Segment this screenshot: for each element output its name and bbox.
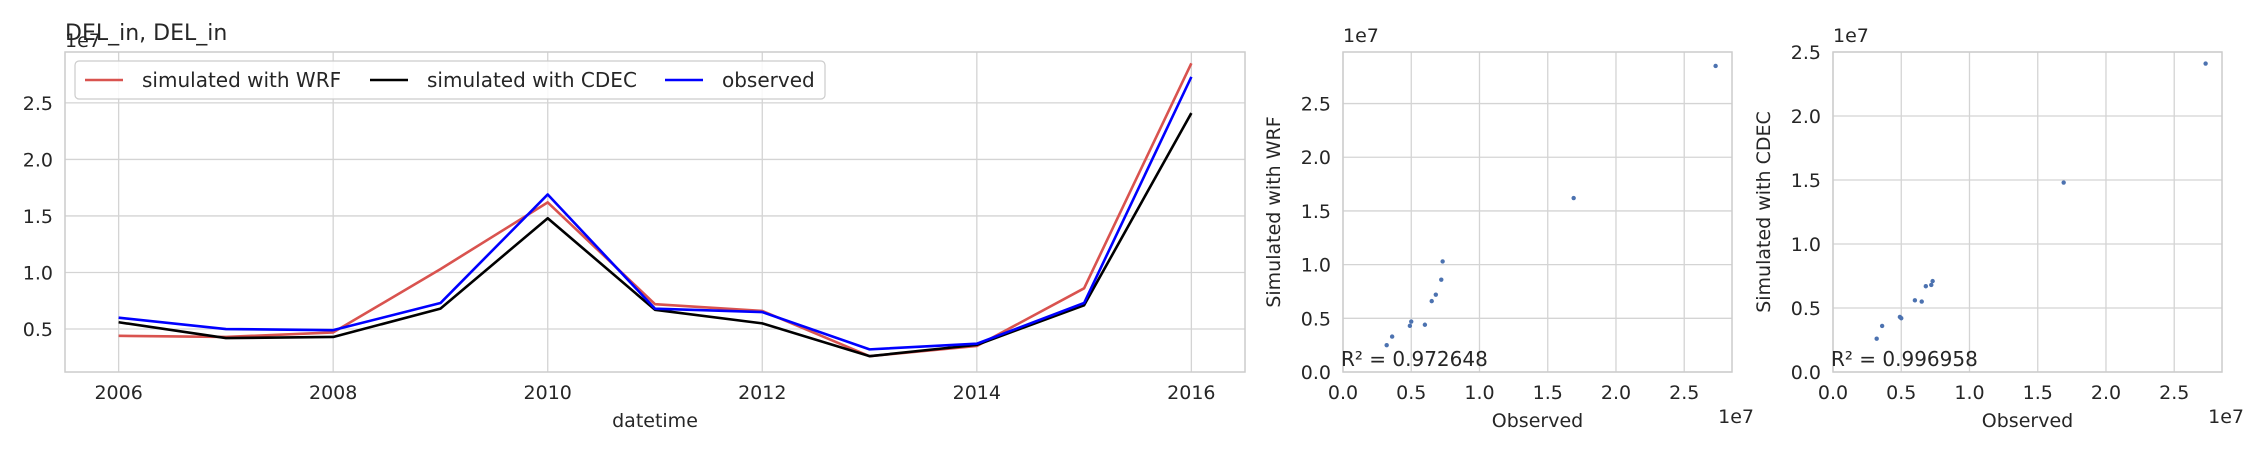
legend-label-wrf: simulated with WRF	[142, 68, 341, 92]
sc2-x-tick-label: 1.5	[2023, 382, 2053, 404]
scatter-wrf-r2-annotation: R² = 0.972648	[1341, 347, 1488, 371]
sc1-y-tick-label: 2.5	[1301, 94, 1331, 116]
sc2-y-tick-label: 1.5	[1791, 170, 1821, 192]
line-chart-x-tick-label: 2012	[738, 382, 786, 404]
legend-label-cdec: simulated with CDEC	[427, 68, 637, 92]
sc1-point	[1389, 334, 1395, 339]
scatter-cdec-grid	[1832, 51, 2222, 373]
scatter-cdec-x-offset-label: 1e7	[2208, 406, 2244, 428]
line-chart-series	[118, 62, 1193, 358]
sc1-x-tick-label: 2.5	[1669, 382, 1699, 404]
sc1-point	[1422, 322, 1428, 327]
scatter-wrf-y-offset-label: 1e7	[1343, 25, 1379, 47]
sc1-y-tick-label: 0.5	[1301, 308, 1331, 330]
scatter-cdec-points	[1874, 61, 2208, 341]
sc1-point	[1440, 259, 1445, 264]
sc2-point	[1923, 284, 1929, 289]
sc2-y-tick-label: 2.0	[1791, 106, 1821, 128]
sc1-y-tick-label: 0.0	[1301, 362, 1331, 384]
sc2-x-tick-label: 0.0	[1818, 382, 1848, 404]
scatter-cdec-panel: 0.0 0.5 1.0 1.5 2.0 2.5 0.0 0.5 1.0 1.5 2.0 2.5 1e7…	[1753, 25, 2244, 432]
scatter-cdec-r2-annotation: R² = 0.996958	[1831, 347, 1978, 371]
sc1-point	[1384, 342, 1389, 348]
sc1-point	[1433, 292, 1439, 297]
sc1-x-tick-label: 1.5	[1533, 382, 1563, 404]
line-chart-y-tick-label: 1.0	[23, 262, 53, 284]
scatter-wrf-frame	[1342, 51, 1733, 373]
line-chart-x-tick-label: 2016	[1167, 382, 1215, 404]
line-chart-y-tick-label: 0.5	[23, 319, 53, 341]
sc2-point	[1899, 316, 1904, 321]
line-chart-legend: simulated with WRF simulated with CDEC obs…	[74, 60, 826, 100]
sc1-point	[1713, 63, 1718, 69]
scatter-wrf-points	[1384, 63, 1718, 348]
sc1-x-tick-label: 0.5	[1396, 382, 1426, 404]
sc2-point	[1930, 278, 1935, 284]
sc1-y-tick-label: 1.5	[1301, 201, 1331, 223]
scatter-wrf-y-axis-label: Simulated with WRF	[1263, 116, 1285, 307]
scatter-wrf-ticks: 0.0 0.5 1.0 1.5 2.0 2.5 0.0 0.5 1.0 1.5 2.0 2.5	[1301, 94, 1700, 404]
sc2-y-tick-label: 0.0	[1791, 362, 1821, 384]
sc1-point	[1429, 298, 1434, 304]
line-series-wrf	[118, 62, 1193, 358]
scatter-cdec-x-axis-label: Observed	[1982, 410, 2073, 432]
sc2-x-tick-label: 2.5	[2159, 382, 2189, 404]
line-chart-x-tick-label: 2006	[94, 382, 142, 404]
sc2-y-tick-label: 2.5	[1791, 42, 1821, 64]
line-series-cdec	[118, 112, 1193, 358]
line-chart-x-axis-label: datetime	[612, 410, 698, 432]
sc2-x-tick-label: 0.5	[1886, 382, 1916, 404]
sc1-y-tick-label: 2.0	[1301, 147, 1331, 169]
scatter-wrf-grid	[1342, 52, 1732, 373]
line-chart-x-tick-label: 2010	[524, 382, 572, 404]
scatter-cdec-frame	[1832, 51, 2223, 373]
sc2-point	[1874, 336, 1879, 341]
line-chart-y-tick-label: 2.5	[23, 93, 53, 115]
sc2-point	[2061, 180, 2066, 185]
sc2-x-tick-label: 2.0	[2091, 382, 2121, 404]
line-chart-ticks: 2006 2008 2010 2012 2014 2016 0.5 1.0 1.5 2.0 2.5	[23, 93, 1216, 404]
scatter-cdec-ticks: 0.0 0.5 1.0 1.5 2.0 2.5 0.0 0.5 1.0 1.5 2.0 2.5	[1791, 42, 2190, 404]
scatter-wrf-x-axis-label: Observed	[1492, 410, 1583, 432]
sc1-x-tick-label: 0.0	[1328, 382, 1358, 404]
scatter-cdec-y-offset-label: 1e7	[1833, 25, 1869, 47]
line-chart-y-tick-label: 1.5	[23, 206, 53, 228]
sc2-point	[1929, 282, 1934, 288]
scatter-wrf-x-offset-label: 1e7	[1718, 406, 1754, 428]
line-chart-y-offset-label: 1e7	[65, 30, 101, 52]
sc2-point	[2203, 61, 2208, 66]
sc1-y-tick-label: 1.0	[1301, 255, 1331, 277]
legend-label-observed: observed	[722, 68, 815, 92]
sc1-point	[1407, 323, 1413, 329]
line-chart-panel: 2006 2008 2010 2012 2014 20160.51.01.52.02.5 …	[23, 30, 1246, 432]
sc1-point	[1571, 195, 1576, 201]
sc1-point	[1439, 277, 1444, 282]
line-series-observed	[118, 76, 1193, 351]
sc2-point	[1919, 299, 1924, 304]
line-chart-x-tick-label: 2008	[309, 382, 357, 404]
line-chart-y-tick-label: 2.0	[23, 149, 53, 171]
line-chart-frame	[64, 51, 1246, 373]
legend-box	[74, 60, 826, 100]
sc2-y-tick-label: 0.5	[1791, 298, 1821, 320]
sc2-point	[1912, 298, 1918, 303]
line-chart-grid	[65, 52, 1245, 372]
scatter-cdec-y-axis-label: Simulated with CDEC	[1753, 111, 1775, 313]
sc2-point	[1879, 323, 1885, 329]
scatter-wrf-panel: 0.0 0.5 1.0 1.5 2.0 2.5 0.0 0.5 1.0 1.5 2.0 2.5 1e7…	[1263, 25, 1754, 432]
sc1-x-tick-label: 1.0	[1464, 382, 1494, 404]
sc1-point	[1409, 319, 1414, 324]
sc2-x-tick-label: 1.0	[1954, 382, 1984, 404]
line-chart-x-tick-label: 2014	[953, 382, 1001, 404]
sc2-y-tick-label: 1.0	[1791, 234, 1821, 256]
sc1-x-tick-label: 2.0	[1601, 382, 1631, 404]
figure-title: DEL_in, DEL_in	[65, 21, 227, 46]
